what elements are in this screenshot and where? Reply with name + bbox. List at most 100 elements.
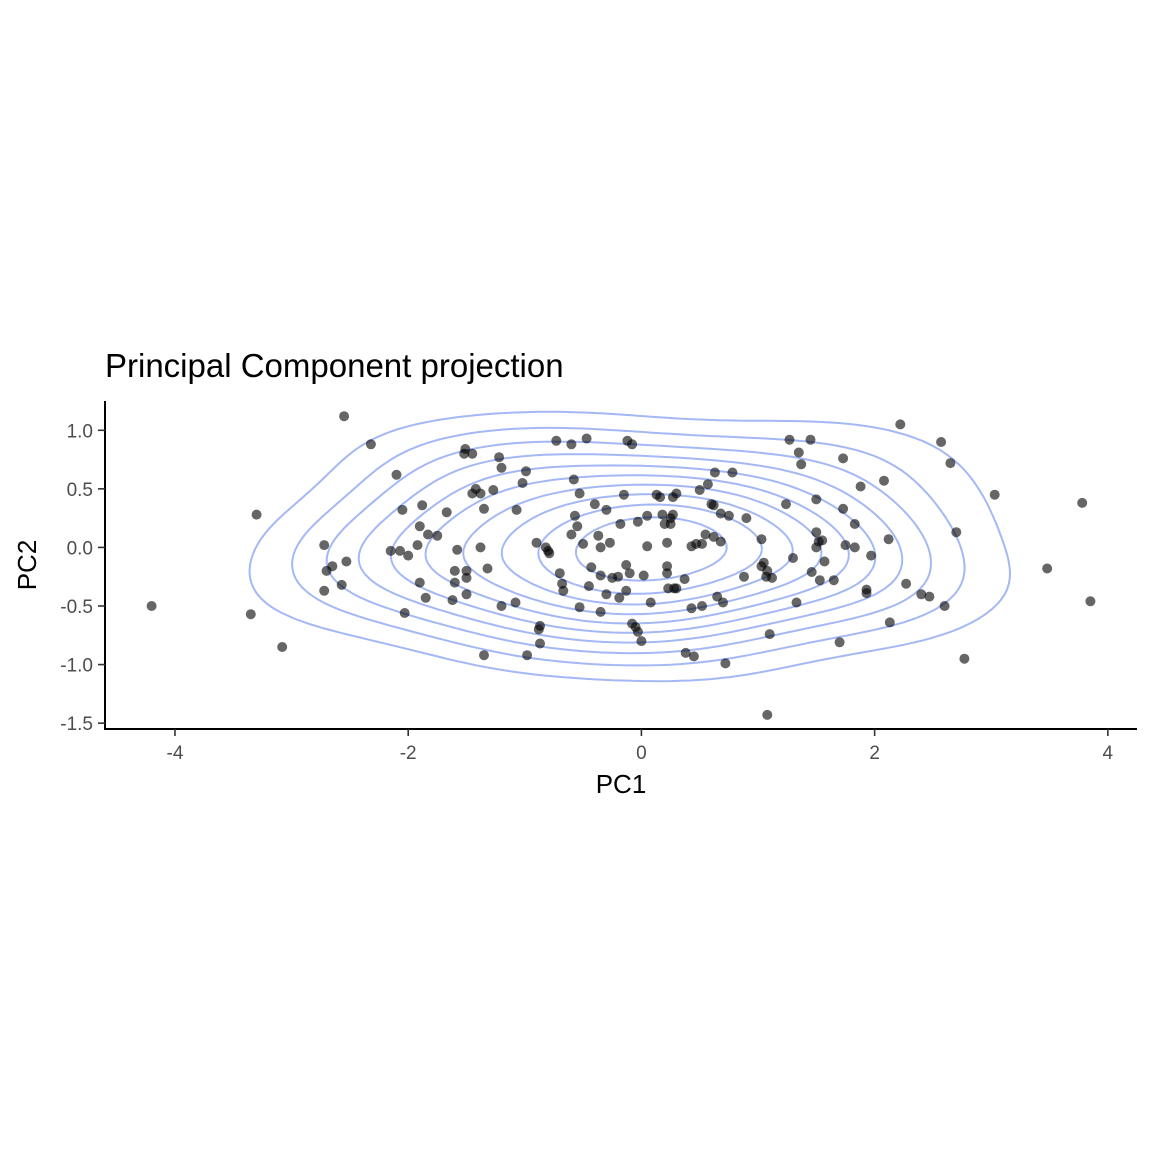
scatter-point [796,459,807,470]
scatter-point [574,602,585,613]
scatter-point [895,419,906,430]
scatter-point [624,568,635,579]
scatter-point [662,568,673,579]
scatter-point [665,519,676,529]
scatter-point [667,509,678,520]
scatter-point [642,541,653,552]
scatter-point [544,548,555,559]
scatter-point [403,550,414,561]
scatter-point [989,489,1000,500]
scatter-point [1085,596,1096,607]
scatter-point [700,529,711,540]
scatter-point [702,479,713,490]
scatter-point [432,530,443,541]
scatter-point [558,585,569,596]
scatter-point [739,571,749,582]
scatter-point [595,570,606,581]
density-contour-line [325,440,932,655]
scatter-point [1042,563,1053,574]
scatter-point [688,651,699,662]
y-axis-ticks: -1.5 -1.0 -0.5 0.0 0.5 1.0 [60,421,105,735]
scatter-point [496,601,507,611]
scatter-point [632,626,643,637]
scatter-point [510,597,521,608]
scatter-point [814,575,825,586]
scatter-point [479,650,489,661]
scatter-point [720,658,731,669]
scatter-point [621,560,632,570]
scatter-point [604,537,615,548]
scatter-point [849,519,860,529]
scatter-point [636,636,647,647]
scatter-point [627,439,638,450]
scatter-point [420,592,431,603]
scatter-point [517,478,528,488]
y-tick-label: -1.5 [60,714,93,735]
scatter-point [479,503,489,514]
scatter-point [951,527,962,538]
scatter-point [671,583,682,594]
x-tick-label: -2 [400,743,417,764]
scatter-point [884,617,895,628]
scatter-point [861,588,872,599]
scatter-point [793,447,804,458]
scatter-point [339,411,350,422]
density-contours [248,410,1011,683]
y-tick-label: 0.0 [67,538,93,559]
scatter-point [461,572,472,583]
chart-title: Principal Component projection [105,347,564,384]
scatter-point [461,589,472,600]
scatter-point [423,529,433,540]
scatter-point [277,642,288,652]
scatter-point [578,538,589,549]
scatter-point [399,608,410,618]
scatter-point [447,595,458,606]
scatter-point [589,499,600,510]
scatter-point [391,469,402,480]
density-contour-line [390,464,877,634]
scatter-point [715,508,726,519]
scatter-point [828,575,839,586]
scatter-point [883,534,894,545]
scatter-point [467,448,478,459]
scatter-point [397,504,408,515]
x-tick-label: 0 [636,743,647,764]
x-tick-label: 4 [1103,743,1114,764]
scatter-point [327,561,338,572]
scatter-point [460,444,471,454]
scatter-point [741,513,752,524]
scatter-point [365,439,376,450]
scatter-point [686,603,697,614]
scatter-point [568,474,579,485]
scatter-point [569,510,580,521]
scatter-point [572,521,583,532]
x-axis-title: PC1 [596,769,647,799]
scatter-point [613,571,624,582]
scatter-point [819,556,830,567]
scatter-point [709,467,720,478]
x-tick-label: 2 [869,743,880,764]
scatter-point [788,553,798,563]
scatter-point [449,577,460,588]
scatter-point [251,509,262,520]
scatter-point [708,500,719,511]
scatter-point [924,591,935,602]
scatter-point [662,561,673,572]
scatter-point [671,488,682,499]
scatter-point [319,585,330,596]
scatter-point [756,534,767,545]
scatter-point [805,434,816,445]
scatter-point [595,606,606,617]
scatter-point [727,467,738,478]
scatter-point [245,609,256,620]
scatter-point [655,492,666,503]
scatter-point [395,545,405,556]
scatter-point [936,437,947,447]
scatter-point [521,466,531,477]
scatter-point [662,537,673,548]
scatter-point [583,581,594,592]
scatter-point [615,519,626,529]
scatter-point [834,637,845,648]
scatter-point [762,709,773,720]
scatter-point [488,485,499,495]
